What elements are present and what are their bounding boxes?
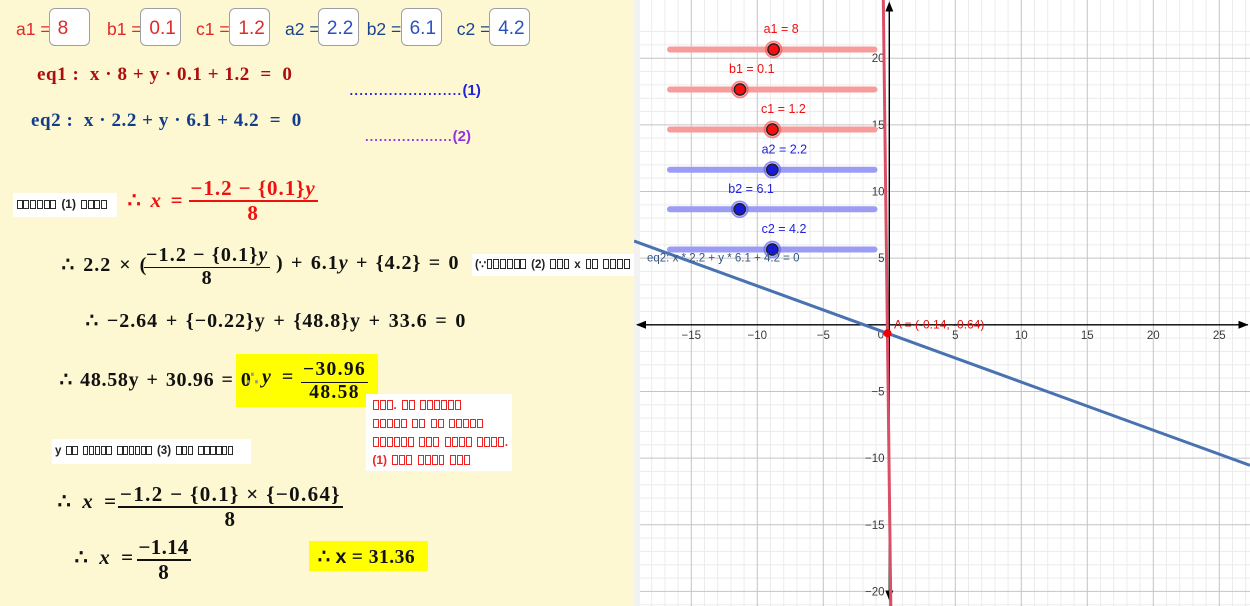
svg-text:b2 = 6.1: b2 = 6.1 [728, 182, 774, 196]
svg-text:15: 15 [1081, 330, 1094, 342]
svg-text:−20: −20 [865, 586, 885, 598]
svg-text:−5: −5 [871, 387, 884, 399]
svg-text:A = (-0.14, -0.64): A = (-0.14, -0.64) [894, 318, 984, 332]
svg-text:c2 = 4.2: c2 = 4.2 [762, 222, 807, 236]
svg-text:−15: −15 [865, 520, 885, 532]
svg-text:5: 5 [878, 253, 884, 265]
svg-text:20: 20 [872, 53, 885, 65]
svg-text:−15: −15 [682, 330, 702, 342]
svg-text:5: 5 [952, 330, 958, 342]
svg-text:a2 = 2.2: a2 = 2.2 [762, 142, 808, 156]
svg-text:25: 25 [1213, 330, 1226, 342]
svg-text:eq2: x * 2.2 + y * 6.1 + 4.2 =: eq2: x * 2.2 + y * 6.1 + 4.2 = 0 [647, 253, 799, 265]
svg-text:0: 0 [878, 329, 884, 341]
svg-text:10: 10 [1015, 330, 1028, 342]
svg-text:b1 = 0.1: b1 = 0.1 [729, 62, 775, 76]
svg-text:c1 = 1.2: c1 = 1.2 [761, 102, 806, 116]
svg-text:10: 10 [872, 187, 885, 199]
svg-text:−10: −10 [748, 330, 768, 342]
svg-text:20: 20 [1147, 330, 1160, 342]
svg-text:−5: −5 [817, 330, 830, 342]
svg-text:−10: −10 [865, 453, 885, 465]
svg-text:a1 = 8: a1 = 8 [764, 22, 799, 36]
